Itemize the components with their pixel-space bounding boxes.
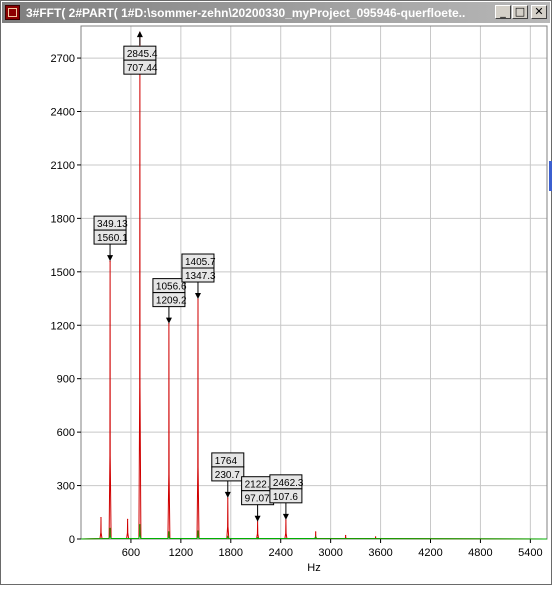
peak-point-1-5 bbox=[256, 536, 259, 539]
y-tick-label: 1200 bbox=[51, 320, 75, 332]
y-tick-label: 900 bbox=[57, 374, 75, 386]
y-tick-label: 2400 bbox=[51, 107, 75, 119]
x-tick-label: 3000 bbox=[318, 547, 342, 559]
annotation-bottom-label: 107.6 bbox=[273, 492, 298, 503]
annotation-bottom-label: 1347.3 bbox=[185, 271, 216, 282]
annotation-bottom-box bbox=[93, 229, 127, 245]
peak-point-0-9 bbox=[315, 531, 317, 533]
annotation-arrowhead bbox=[136, 31, 143, 38]
x-tick-label: 1200 bbox=[169, 547, 193, 559]
y-tick-label: 300 bbox=[57, 481, 75, 493]
fft-chart[interactable]: 600 1200 1800 2400 3000 3600 4200 4800 5400 0 300 6… bbox=[1, 23, 551, 584]
window-edge-marker bbox=[549, 161, 552, 191]
peak-point-1-2 bbox=[168, 531, 170, 533]
y-tick-label: 1500 bbox=[51, 267, 75, 279]
peak-point-0-10 bbox=[345, 534, 347, 537]
peak-point-0-6 bbox=[227, 497, 229, 499]
y-tick-label: 1800 bbox=[51, 213, 75, 225]
annotation-arrowhead bbox=[254, 515, 261, 522]
peak-point-0-4 bbox=[168, 323, 170, 325]
peak-annotation-6: 2462.3 107.6 bbox=[269, 474, 304, 520]
y-tick-label: 2100 bbox=[51, 160, 75, 172]
x-tick-label: 2400 bbox=[268, 547, 292, 559]
peak-annotation-2: 1056.6 1209.2 bbox=[152, 278, 187, 324]
annotation-top-label: 349.13 bbox=[97, 219, 128, 230]
plot-frame bbox=[80, 25, 548, 540]
annotation-top-label: 1405.7 bbox=[185, 257, 216, 268]
annotation-top-label: 1056.6 bbox=[156, 282, 187, 293]
annotation-arrowhead bbox=[107, 255, 114, 262]
plot-area[interactable]: 600 1200 1800 2400 3000 3600 4200 4800 5400 0 300 6… bbox=[1, 23, 551, 584]
peak-annotation-4: 1764 230.7 bbox=[211, 452, 245, 498]
x-axis-label: Hz bbox=[307, 562, 320, 574]
x-tick-label: 3600 bbox=[368, 547, 392, 559]
annotation-bottom-box bbox=[123, 59, 157, 75]
annotation-bottom-label: 1560.1 bbox=[97, 233, 128, 244]
maximize-button[interactable]: □ bbox=[512, 5, 528, 19]
annotation-top-label: 2462.3 bbox=[273, 478, 304, 489]
spectrum-series-1 bbox=[80, 524, 548, 540]
x-tick-label: 4200 bbox=[418, 547, 442, 559]
annotation-arrowhead bbox=[282, 513, 289, 520]
spectrum-series-0 bbox=[80, 32, 548, 540]
peak-point-1-1 bbox=[139, 524, 141, 526]
annotation-bottom-box bbox=[269, 488, 303, 504]
annotation-arrowhead bbox=[224, 491, 231, 498]
annotation-bottom-box bbox=[181, 267, 215, 283]
peak-point-1-3 bbox=[197, 530, 199, 532]
peak-point-0-11 bbox=[374, 536, 377, 538]
annotation-top-label: 2845.4 bbox=[127, 49, 158, 60]
window-title: 3#FFT( 2#PART( 1#D:\sommer-zehn\20200330… bbox=[26, 6, 466, 20]
y-tick-label: 600 bbox=[57, 427, 75, 439]
annotation-bottom-box bbox=[211, 466, 245, 482]
y-tick-label: 2700 bbox=[51, 53, 75, 65]
x-tick-label: 600 bbox=[122, 547, 140, 559]
peak-point-0-5 bbox=[197, 298, 199, 300]
peak-point-1-6 bbox=[315, 536, 317, 538]
annotation-top-label: 2122.3 bbox=[245, 480, 276, 491]
x-tick-label: 1800 bbox=[219, 547, 243, 559]
app-icon[interactable] bbox=[5, 5, 20, 20]
annotation-bottom-label: 230.7 bbox=[215, 470, 240, 481]
peak-point-0-2 bbox=[127, 518, 129, 521]
annotation-bottom-box bbox=[152, 292, 186, 308]
x-tick-label: 5400 bbox=[518, 547, 542, 559]
peak-annotation-1: 2845.4 707.44 bbox=[123, 31, 158, 75]
peak-annotation-3: 1405.7 1347.3 bbox=[181, 253, 216, 300]
annotation-bottom-label: 707.44 bbox=[127, 63, 158, 74]
annotation-arrowhead bbox=[165, 317, 172, 324]
peak-annotation-0: 349.13 1560.1 bbox=[93, 215, 128, 262]
peak-point-1-4 bbox=[227, 535, 229, 537]
title-bar[interactable]: 3#FFT( 2#PART( 1#D:\sommer-zehn\20200330… bbox=[2, 2, 550, 23]
close-button[interactable]: ✕ bbox=[531, 5, 547, 19]
minimize-button[interactable]: _ bbox=[495, 5, 511, 19]
y-tick-label: 0 bbox=[69, 534, 75, 546]
peak-point-1-0 bbox=[109, 527, 111, 529]
annotation-bottom-label: 97.077 bbox=[245, 494, 276, 505]
annotation-arrowhead bbox=[194, 293, 201, 300]
x-tick-label: 4800 bbox=[468, 547, 492, 559]
peak-point-0-0 bbox=[100, 517, 102, 519]
annotation-bottom-label: 1209.2 bbox=[156, 296, 187, 307]
annotation-top-label: 1764 bbox=[215, 456, 238, 467]
